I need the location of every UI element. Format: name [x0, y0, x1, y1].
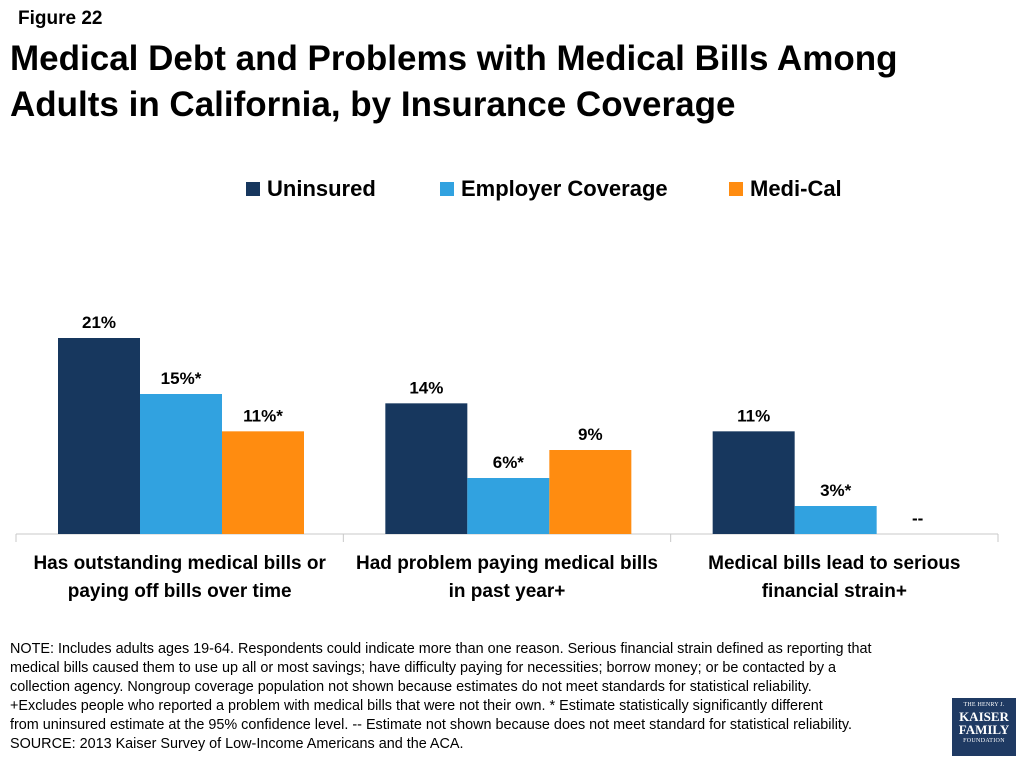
data-label-medi-cal-1: 11%* [243, 406, 283, 425]
category-label-1-line-1: Has outstanding medical bills or [33, 553, 326, 574]
legend-label-uninsured: Uninsured [267, 176, 376, 201]
legend-swatch-employer-coverage [440, 182, 454, 196]
category-label-2-line-1: Had problem paying medical bills [356, 553, 658, 574]
data-label-employer-coverage-1: 15%* [161, 369, 202, 388]
kaiser-family-foundation-logo: THE HENRY J. KAISER FAMILY FOUNDATION [952, 698, 1016, 756]
footnote-line-2: medical bills caused them to use up all … [10, 660, 837, 676]
legend-item-medi-cal: Medi-Cal [729, 176, 842, 202]
bar-medi-cal-1 [222, 431, 304, 534]
chart-title: Medical Debt and Problems with Medical B… [10, 36, 990, 128]
chart-title-line-2: Adults in California, by Insurance Cover… [10, 85, 736, 124]
bar-uninsured-1 [58, 338, 140, 534]
legend-item-employer-coverage: Employer Coverage [440, 176, 668, 202]
data-label-uninsured-2: 14% [409, 378, 443, 397]
data-label-uninsured-3: 11% [737, 406, 770, 425]
legend-label-employer-coverage: Employer Coverage [461, 176, 668, 201]
bar-medi-cal-2 [549, 450, 632, 534]
footnote: NOTE: Includes adults ages 19-64. Respon… [10, 640, 950, 754]
legend-item-uninsured: Uninsured [246, 176, 376, 202]
footnote-line-3: collection agency. Nongroup coverage pop… [10, 679, 812, 695]
bar-uninsured-2 [385, 403, 468, 534]
data-label-employer-coverage-3: 3%* [820, 481, 852, 500]
chart-legend: Uninsured Employer Coverage Medi-Cal [0, 176, 1024, 206]
footnote-line-5: from uninsured estimate at the 95% confi… [10, 717, 853, 733]
bar-uninsured-3 [712, 431, 795, 534]
legend-swatch-medi-cal [729, 182, 743, 196]
category-label-3-line-1: Medical bills lead to serious [708, 553, 960, 574]
data-label-uninsured-1: 21% [82, 313, 116, 332]
bar-employer-coverage-2 [467, 478, 550, 534]
bar-employer-coverage-1 [140, 394, 222, 534]
legend-swatch-uninsured [246, 182, 260, 196]
footnote-line-4: +Excludes people who reported a problem … [10, 698, 823, 714]
bar-employer-coverage-3 [794, 506, 877, 534]
category-label-2-line-2: in past year+ [449, 581, 566, 602]
data-label-medi-cal-2: 9% [578, 425, 603, 444]
bar-chart: 21% 15%* 11%* Has outstanding medical bills… [15, 313, 999, 602]
data-label-medi-cal-3: -- [912, 509, 923, 528]
legend-label-medi-cal: Medi-Cal [750, 176, 842, 201]
data-label-employer-coverage-2: 6%* [493, 453, 525, 472]
footnote-line-6: SOURCE: 2013 Kaiser Survey of Low-Income… [10, 736, 464, 752]
category-label-1-line-2: paying off bills over time [68, 581, 292, 602]
footnote-line-1: NOTE: Includes adults ages 19-64. Respon… [10, 641, 872, 657]
category-label-3-line-2: financial strain+ [762, 581, 907, 602]
chart-title-line-1: Medical Debt and Problems with Medical B… [10, 39, 898, 78]
figure-label: Figure 22 [18, 8, 103, 29]
